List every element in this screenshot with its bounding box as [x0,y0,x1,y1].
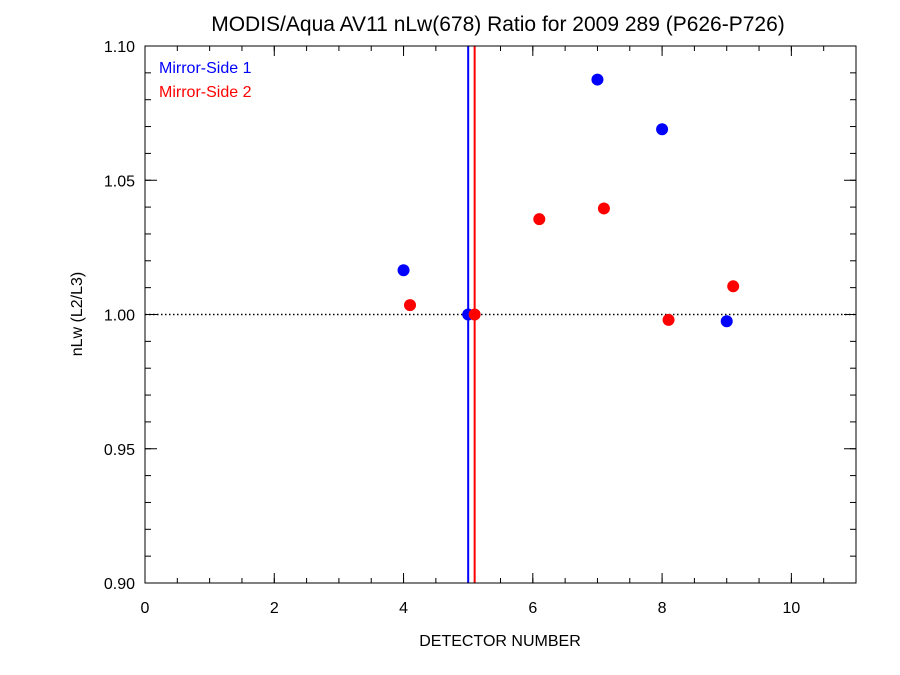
x-tick-label: 4 [399,600,408,617]
y-tick-label: 1.10 [104,39,135,56]
mirror-side-1-point [720,315,733,328]
plot-frame [144,45,857,584]
x-tick-label: 0 [141,600,150,617]
mirror-side-1-point [656,123,669,136]
y-tick-label: 1.00 [104,308,135,325]
mirror-side-1-point [591,73,604,86]
x-axis-label: DETECTOR NUMBER [419,633,581,650]
x-tick-label: 8 [658,600,667,617]
mirror-side-2-point [597,202,610,215]
mirror-side-2-point [727,280,740,293]
legend-entry-mirror-side-1: Mirror-Side 1 [159,60,252,77]
mirror-side-2-point [468,308,481,321]
x-tick-label: 10 [782,600,800,617]
mirror-side-2-point [404,299,417,312]
y-tick-label: 0.95 [104,442,135,459]
plot-area: 0 2 4 6 8 10 0.90 0.95 1.00 1.05 1.10 Mirror-Side 1… [104,39,857,617]
x-tick-label: 6 [528,600,537,617]
chart-title: MODIS/Aqua AV11 nLw(678) Ratio for 2009 … [211,13,785,36]
y-tick-label: 0.90 [104,576,135,593]
legend-entry-mirror-side-2: Mirror-Side 2 [159,84,252,101]
x-tick-label: 2 [270,600,279,617]
mirror-side-1-point [397,264,410,277]
mirror-side-2-point [662,313,675,326]
y-axis-label: nLw (L2/L3) [69,272,86,357]
mirror-side-2-point [533,213,546,226]
y-tick-label: 1.05 [104,173,135,190]
